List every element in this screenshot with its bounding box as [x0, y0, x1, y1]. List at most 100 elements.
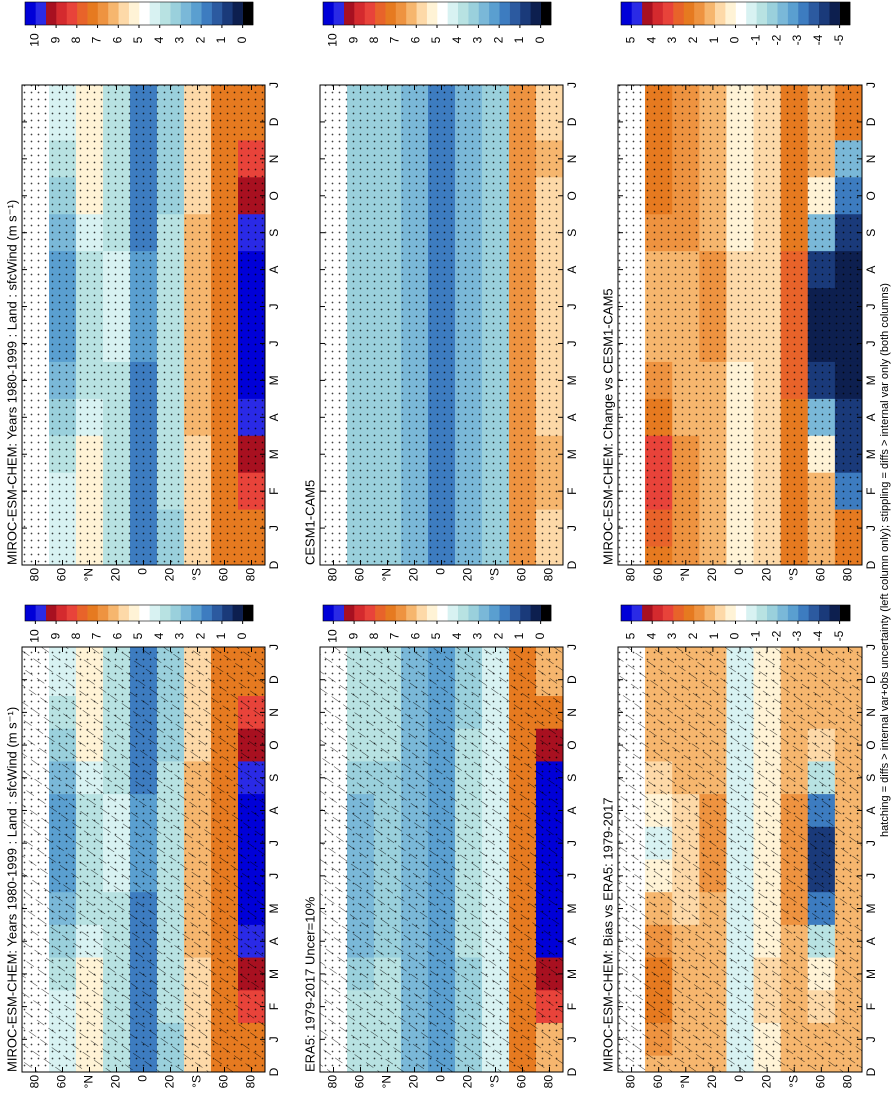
- colorbar-label: 2: [491, 632, 505, 639]
- colorbar-swatch: [437, 2, 448, 25]
- y-tick-label: °S: [488, 1075, 502, 1088]
- x-tick-label: J: [565, 340, 579, 346]
- x-tick-label: J: [267, 525, 281, 531]
- colorbar-swatch: [364, 605, 376, 621]
- colorbar-swatch: [221, 2, 233, 25]
- colorbar-swatch: [139, 605, 150, 621]
- colorbar-swatch: [364, 2, 376, 25]
- colorbar-label: 5: [624, 36, 638, 43]
- colorbar-swatch: [128, 2, 140, 25]
- x-tick-label: D: [864, 675, 878, 684]
- colorbar-label: 4: [450, 632, 464, 639]
- colorbar-swatch: [190, 605, 202, 621]
- colorbar-swatch: [437, 605, 448, 621]
- colorbar-label: 0: [728, 36, 742, 43]
- colorbar-swatch: [211, 605, 223, 621]
- x-tick-label: J: [267, 644, 281, 650]
- y-tick-label: 60: [814, 568, 828, 582]
- y-tick-label: 60: [651, 1075, 665, 1089]
- colorbar-swatch: [631, 2, 643, 25]
- x-tick-label: N: [565, 155, 579, 164]
- colorbar-label: 4: [644, 632, 658, 639]
- colorbar-label: 2: [193, 632, 207, 639]
- x-tick-label: O: [864, 740, 878, 749]
- colorbar-swatch: [693, 605, 705, 621]
- colorbar-swatch: [683, 2, 695, 25]
- colorbar-label: 0: [533, 36, 547, 43]
- x-tick-label: J: [864, 82, 878, 88]
- colorbar-label: 7: [388, 632, 402, 639]
- colorbar-swatch: [385, 605, 396, 621]
- x-tick-label: A: [565, 266, 579, 274]
- y-tick-label: °N: [678, 1075, 692, 1088]
- colorbar-label: -1: [748, 630, 762, 641]
- y-tick-label: 20: [407, 568, 421, 582]
- colorbar-label: 6: [408, 36, 422, 43]
- colorbar-label: 7: [90, 632, 104, 639]
- x-tick-label: A: [267, 413, 281, 421]
- colorbar-swatch: [45, 605, 57, 621]
- y-tick-label: °N: [380, 1075, 394, 1088]
- colorbar-label: 4: [450, 36, 464, 43]
- x-tick-label: S: [864, 229, 878, 237]
- colorbar-label: 8: [367, 632, 381, 639]
- x-tick-label: J: [864, 340, 878, 346]
- y-tick-label: 80: [841, 1075, 855, 1089]
- x-tick-label: M: [267, 449, 281, 459]
- colorbar-swatch: [354, 2, 365, 25]
- x-tick-label: J: [864, 525, 878, 531]
- y-tick-label: 60: [353, 568, 367, 582]
- y-tick-label: 0: [136, 568, 150, 575]
- x-tick-label: A: [864, 413, 878, 421]
- colorbar-swatch: [180, 605, 192, 621]
- colorbar-swatch: [673, 605, 684, 621]
- colorbar-label: 3: [173, 632, 187, 639]
- x-tick-label: O: [565, 191, 579, 200]
- colorbar-label: 1: [214, 36, 228, 43]
- x-tick-label: F: [267, 487, 281, 494]
- colorbar-label: 2: [193, 36, 207, 43]
- panel-title: ERA5: 1979-2017 Uncer=10%: [302, 896, 317, 1072]
- colorbar-swatch: [662, 2, 674, 25]
- colorbar-label: 3: [471, 36, 485, 43]
- y-tick-label: 20: [461, 1075, 475, 1089]
- y-tick-label: 20: [109, 568, 123, 582]
- x-tick-label: A: [864, 806, 878, 814]
- x-tick-label: F: [864, 487, 878, 494]
- x-tick-label: M: [267, 969, 281, 979]
- colorbar-label: 8: [367, 36, 381, 43]
- colorbar-swatch: [405, 2, 417, 25]
- colorbar-swatch: [374, 2, 386, 25]
- colorbar-swatch: [745, 605, 757, 621]
- colorbar-label: -4: [811, 34, 825, 45]
- colorbar-swatch: [170, 2, 181, 25]
- colorbar-label: -1: [748, 34, 762, 45]
- significance-overlay: [22, 85, 265, 565]
- significance-overlay: [320, 85, 563, 565]
- colorbar-label: 7: [388, 36, 402, 43]
- colorbar-label: 0: [728, 632, 742, 639]
- y-tick-label: 80: [841, 568, 855, 582]
- x-tick-label: A: [565, 806, 579, 814]
- x-tick-label: S: [565, 774, 579, 782]
- colorbar-label: 5: [429, 632, 443, 639]
- colorbar-swatch: [839, 2, 851, 25]
- colorbar-swatch: [242, 605, 254, 621]
- y-tick-label: 60: [217, 1075, 231, 1089]
- x-tick-label: O: [565, 740, 579, 749]
- y-tick-label: 0: [732, 568, 746, 575]
- x-tick-label: N: [565, 708, 579, 717]
- colorbar-label: 6: [408, 632, 422, 639]
- x-tick-label: N: [267, 155, 281, 164]
- colorbar-swatch: [499, 2, 510, 25]
- colorbar-swatch: [519, 2, 531, 25]
- colorbar-label: -5: [832, 630, 846, 641]
- colorbar-swatch: [66, 2, 78, 25]
- colorbar-label: 10: [28, 33, 42, 47]
- colorbar-label: 1: [707, 632, 721, 639]
- x-tick-label: D: [267, 117, 281, 126]
- panel: ERA5: 1979-2017 Uncer=10% D J F M A M J J A S O N D J 8…: [302, 604, 579, 1089]
- y-tick-label: 60: [515, 1075, 529, 1089]
